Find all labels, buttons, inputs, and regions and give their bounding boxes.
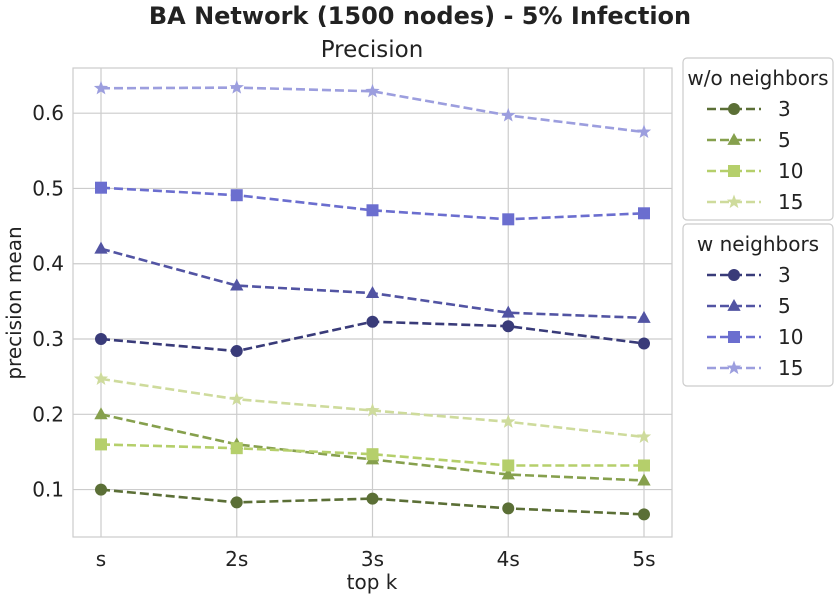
data-point xyxy=(94,407,108,420)
data-point xyxy=(95,483,107,496)
chart-title: BA Network (1500 nodes) - 5% Infection xyxy=(149,2,691,30)
x-tick-label: s xyxy=(96,547,106,571)
data-point xyxy=(638,459,650,472)
data-point xyxy=(638,508,650,521)
legend-frame xyxy=(682,57,834,221)
data-point xyxy=(366,204,379,217)
data-point xyxy=(502,213,515,226)
data-point xyxy=(365,83,380,98)
data-point xyxy=(502,502,515,515)
legend-entry: 5 xyxy=(707,128,791,152)
series-with-neighbors-3 xyxy=(95,315,650,358)
grid xyxy=(73,68,672,537)
legend-label: 5 xyxy=(778,128,791,152)
y-axis-label: precision mean xyxy=(2,226,26,379)
data-point xyxy=(365,286,380,298)
legend-marker xyxy=(726,194,742,209)
data-point xyxy=(366,315,379,328)
legend-entry: 5 xyxy=(707,294,791,318)
chart-subtitle: Precision xyxy=(321,37,424,63)
data-point xyxy=(230,442,243,455)
legend-without-neighbors: w/o neighbors 3 5 10 15 xyxy=(682,57,834,221)
series-line xyxy=(100,86,645,134)
y-tick-label: 0.4 xyxy=(32,252,64,276)
data-point xyxy=(501,107,516,122)
y-tick-label: 0.2 xyxy=(32,402,64,426)
data-point xyxy=(95,181,107,194)
data-point xyxy=(365,403,380,417)
data-point xyxy=(95,333,107,346)
legend-marker xyxy=(728,269,740,281)
legend-with-neighbors: w neighbors 3 5 10 15 xyxy=(682,223,834,387)
data-point xyxy=(636,124,652,139)
series-with-neighbors-5 xyxy=(94,241,651,323)
legend-label: 15 xyxy=(778,190,803,214)
y-tick-label: 0.1 xyxy=(32,478,64,502)
legend-marker xyxy=(728,165,740,177)
legend-entry: 10 xyxy=(707,159,803,183)
legend-frame xyxy=(682,223,834,387)
data-point xyxy=(93,80,109,95)
legend-entry: 15 xyxy=(707,190,803,214)
legend-marker xyxy=(727,299,741,311)
data-point xyxy=(638,207,650,220)
legend-entry: 3 xyxy=(707,97,791,121)
legends: w/o neighbors 3 5 10 15 w neighbors 3 5 10 15 xyxy=(682,57,834,387)
tick-labels: s 2s 3s 4s 5s 0.1 0.2 0.3 0.4 0.5 0.6 xyxy=(32,101,655,571)
x-axis-label: top k xyxy=(347,570,398,594)
plot-area xyxy=(72,67,673,538)
data-point xyxy=(366,448,379,461)
legend-entry: 3 xyxy=(707,263,791,287)
data-point xyxy=(230,496,243,509)
data-point xyxy=(230,345,243,358)
series-with-neighbors-15 xyxy=(93,80,652,139)
data-point xyxy=(229,80,244,94)
series-lines xyxy=(93,80,652,521)
y-tick-label: 0.6 xyxy=(32,101,64,125)
legend-title: w/o neighbors xyxy=(687,66,828,90)
data-point xyxy=(501,414,516,428)
series-with-neighbors-10 xyxy=(95,181,650,226)
x-tick-label: 5s xyxy=(632,547,655,571)
legend-title: w neighbors xyxy=(697,232,819,256)
data-point xyxy=(637,310,651,323)
legend-label: 3 xyxy=(778,97,791,121)
legend-entry: 15 xyxy=(707,356,803,380)
data-point xyxy=(229,391,244,406)
data-point xyxy=(230,189,243,202)
data-point xyxy=(502,320,515,333)
legend-marker xyxy=(727,133,741,145)
data-point xyxy=(501,467,515,480)
data-point xyxy=(230,278,244,291)
legend-entry: 10 xyxy=(707,325,803,349)
legend-label: 5 xyxy=(778,294,791,318)
legend-label: 3 xyxy=(778,263,791,287)
legend-marker xyxy=(728,103,740,115)
x-tick-label: 4s xyxy=(497,547,520,571)
data-point xyxy=(638,337,650,350)
data-point xyxy=(93,371,109,385)
legend-marker xyxy=(726,360,742,375)
legend-label: 15 xyxy=(778,356,803,380)
data-point xyxy=(94,241,108,254)
data-point xyxy=(637,473,651,486)
x-tick-label: 3s xyxy=(361,547,384,571)
data-point xyxy=(636,429,652,443)
series-without-neighbors-3 xyxy=(95,483,650,521)
y-tick-label: 0.5 xyxy=(32,176,64,200)
legend-marker xyxy=(728,331,740,343)
x-tick-label: 2s xyxy=(225,547,248,571)
data-point xyxy=(95,438,107,451)
legend-label: 10 xyxy=(778,159,803,183)
data-point xyxy=(366,492,379,505)
series-without-neighbors-10 xyxy=(95,438,650,472)
data-point xyxy=(502,459,515,472)
data-point xyxy=(501,305,515,318)
legend-label: 10 xyxy=(778,325,803,349)
y-tick-label: 0.3 xyxy=(32,327,64,351)
series-without-neighbors-15 xyxy=(93,371,652,443)
